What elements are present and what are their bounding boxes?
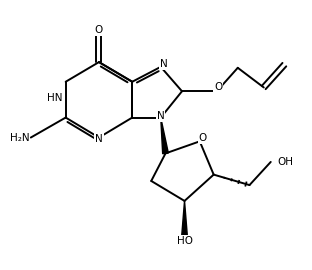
Text: O: O [199, 133, 207, 143]
Text: HO: HO [177, 236, 193, 246]
Text: H₂N: H₂N [10, 133, 29, 143]
Text: HN: HN [47, 93, 62, 103]
Text: N: N [157, 111, 165, 121]
Text: OH: OH [277, 157, 293, 167]
Polygon shape [182, 201, 188, 237]
Text: N: N [95, 134, 103, 144]
Text: O: O [95, 25, 103, 35]
Polygon shape [161, 117, 168, 154]
Text: O: O [214, 82, 222, 92]
Text: N: N [160, 59, 168, 69]
